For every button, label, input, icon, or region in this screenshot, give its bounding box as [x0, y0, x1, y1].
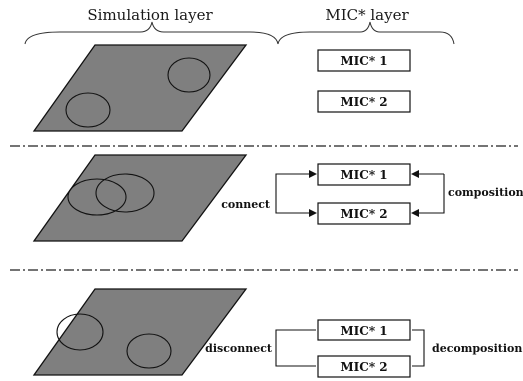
entity-circle [65, 92, 111, 128]
entity-circle [67, 178, 127, 216]
arrow-to-mic-2 [275, 204, 317, 217]
mic-box-1-label: MIC* 1 [340, 54, 387, 68]
simulation-plane [32, 44, 248, 132]
arrow-composition-to-mic-2 [411, 174, 445, 217]
simulation-plane [32, 154, 248, 242]
panel-initial: MIC* 1 MIC* 2 [32, 44, 411, 132]
entity-circle [167, 57, 211, 93]
decomposition-bracket [412, 329, 425, 367]
composition-label: composition [448, 186, 523, 199]
simulation-plane [32, 288, 248, 376]
disconnect-label: disconnect [205, 342, 273, 355]
entity-circle [56, 313, 104, 351]
mic-box-2 [317, 202, 411, 225]
arrow-to-mic-1 [275, 170, 317, 204]
entity-circle [126, 333, 172, 369]
mic-box-1 [317, 49, 411, 72]
simulation-layer-brace [24, 21, 279, 45]
mic-layer-header: MIC* layer [325, 6, 409, 24]
decomposition-label: decomposition [432, 342, 522, 355]
mic-box-2 [317, 90, 411, 113]
mic-box-2-label: MIC* 2 [340, 207, 387, 221]
mic-box-2 [317, 355, 411, 378]
connect-label: connect [221, 198, 271, 211]
panel-composition: MIC* 1 MIC* 2 connect composition [32, 154, 523, 242]
mic-box-1-label: MIC* 1 [340, 168, 387, 182]
simulation-layer-header: Simulation layer [87, 6, 213, 24]
mic-layer-brace [277, 21, 455, 45]
mic-box-1 [317, 163, 411, 186]
mic-box-1 [317, 319, 411, 341]
disconnect-bracket [275, 329, 316, 367]
mic-box-1-label: MIC* 1 [340, 324, 387, 338]
entity-circle [95, 173, 155, 213]
panel-decomposition: MIC* 1 MIC* 2 disconnect decomposition [32, 288, 522, 378]
mic-box-2-label: MIC* 2 [340, 95, 387, 109]
mic-box-2-label: MIC* 2 [340, 360, 387, 374]
